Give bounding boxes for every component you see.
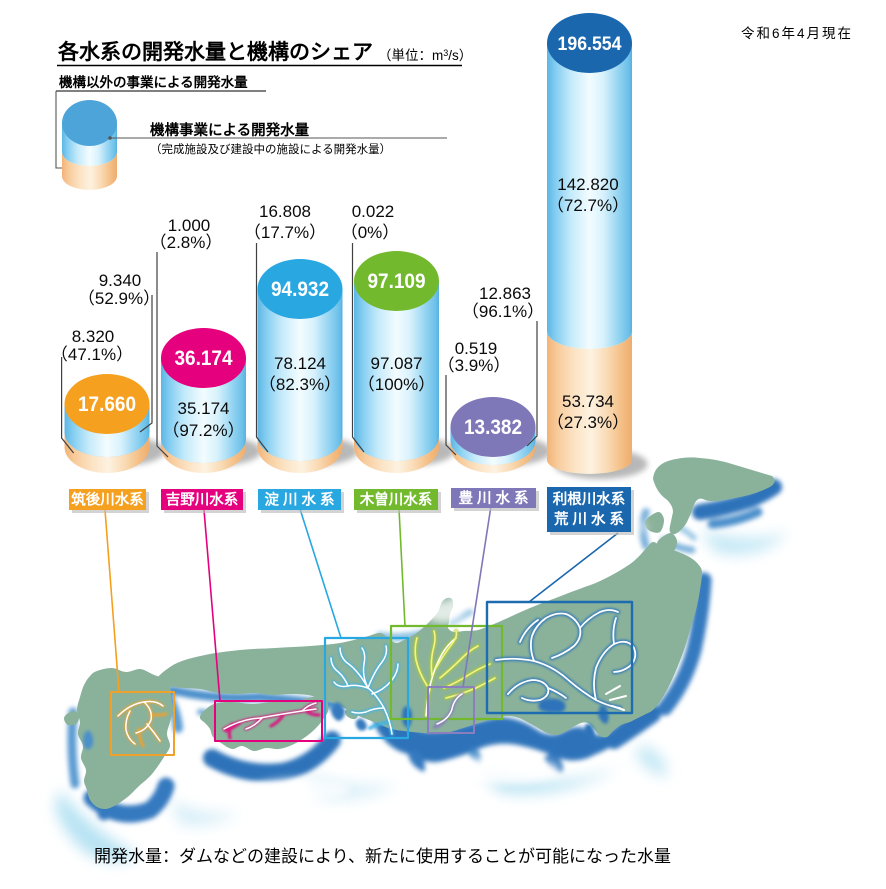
svg-text:機構以外の事業による開発水量: 機構以外の事業による開発水量 (59, 74, 248, 90)
svg-text:（72.7%）: （72.7%） (547, 196, 629, 215)
svg-text:16.808: 16.808 (259, 202, 311, 221)
svg-text:（100%）: （100%） (358, 375, 435, 394)
svg-text:淀 川 水 系: 淀 川 水 系 (264, 491, 334, 509)
svg-text:142.820: 142.820 (557, 175, 618, 194)
svg-text:97.109: 97.109 (368, 270, 426, 293)
svg-text:13.382: 13.382 (464, 416, 522, 439)
svg-text:（3.9%）: （3.9%） (438, 356, 511, 375)
svg-text:各水系の開発水量と機構のシェア: 各水系の開発水量と機構のシェア (57, 40, 373, 64)
svg-text:利根川水系: 利根川水系 (553, 490, 626, 508)
svg-text:（27.3%）: （27.3%） (547, 413, 629, 432)
svg-text:35.174: 35.174 (178, 399, 230, 418)
svg-text:吉野川水系: 吉野川水系 (166, 491, 239, 509)
svg-text:（単位：m3/s）: （単位：m3/s） (378, 48, 472, 63)
svg-text:（47.1%）: （47.1%） (51, 345, 133, 364)
svg-text:12.863: 12.863 (479, 284, 531, 303)
svg-text:（82.3%）: （82.3%） (259, 375, 341, 394)
svg-text:（0%）: （0%） (341, 223, 400, 242)
svg-text:開発水量：ダムなどの建設により、新たに使用することが可能にな: 開発水量：ダムなどの建設により、新たに使用することが可能になった水量 (94, 846, 671, 866)
svg-text:筑後川水系: 筑後川水系 (70, 491, 144, 509)
svg-text:36.174: 36.174 (175, 347, 233, 370)
svg-text:8.320: 8.320 (72, 327, 115, 346)
svg-text:荒 川 水 系: 荒 川 水 系 (554, 510, 624, 528)
svg-text:（96.1%）: （96.1%） (462, 302, 544, 321)
svg-text:97.087: 97.087 (371, 354, 423, 373)
svg-text:17.660: 17.660 (78, 393, 136, 416)
svg-text:（52.9%）: （52.9%） (78, 289, 160, 308)
svg-text:機構事業による開発水量: 機構事業による開発水量 (150, 121, 310, 139)
svg-text:196.554: 196.554 (558, 33, 622, 55)
svg-text:令和6年4月現在: 令和6年4月現在 (741, 26, 853, 41)
svg-text:1.000: 1.000 (168, 216, 211, 235)
svg-text:0.519: 0.519 (455, 339, 498, 358)
svg-text:（完成施設及び建設中の施設による開発水量）: （完成施設及び建設中の施設による開発水量） (150, 142, 391, 156)
svg-text:94.932: 94.932 (271, 278, 329, 301)
svg-text:9.340: 9.340 (99, 271, 142, 290)
svg-text:木曽川水系: 木曽川水系 (359, 491, 433, 509)
svg-text:豊 川 水 系: 豊 川 水 系 (458, 489, 528, 507)
svg-text:（97.2%）: （97.2%） (162, 421, 244, 440)
svg-text:（17.7%）: （17.7%） (244, 223, 326, 242)
svg-text:53.734: 53.734 (562, 392, 614, 411)
svg-text:（2.8%）: （2.8%） (150, 233, 223, 252)
svg-text:0.022: 0.022 (352, 202, 395, 221)
svg-text:78.124: 78.124 (274, 354, 326, 373)
